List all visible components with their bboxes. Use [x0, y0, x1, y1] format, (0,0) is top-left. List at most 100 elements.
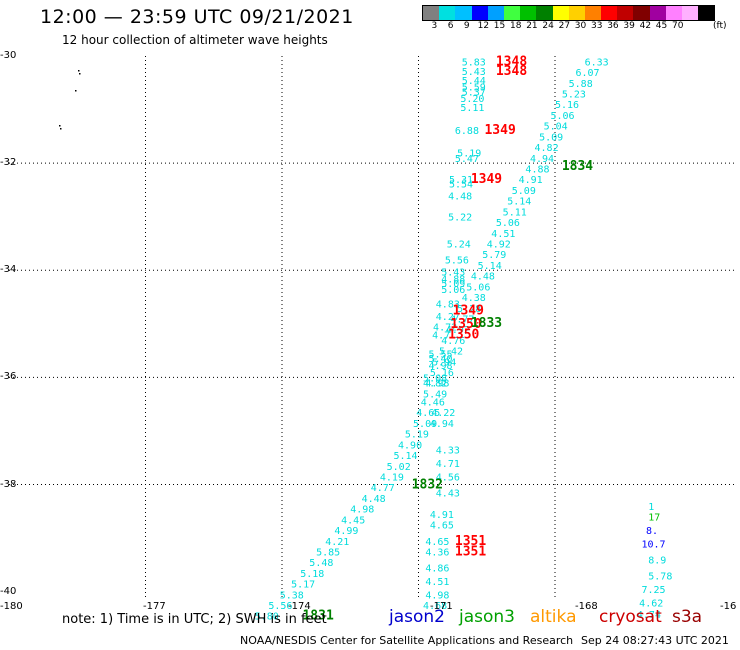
wave-height-value: 4.74: [637, 610, 661, 621]
wave-height-value: 5.16: [430, 368, 454, 379]
wave-height-value: 5.04: [544, 122, 568, 133]
pass-number: 1348: [496, 64, 527, 79]
longitude-label: -168: [575, 601, 598, 612]
wave-height-value: 4.46: [421, 397, 445, 408]
wave-height-value: 5.94: [432, 357, 456, 368]
wave-height-value: 4.65: [425, 537, 449, 548]
wave-height-value: 4.27: [436, 312, 460, 323]
color-scale-label: 3: [431, 21, 438, 31]
color-scale-label: 39: [623, 21, 635, 31]
wave-height-value: 5.38: [280, 590, 304, 601]
pass-number: 1350: [448, 328, 479, 343]
wave-height-value: 8.9: [648, 556, 666, 567]
wave-height-value: 4.91: [430, 510, 454, 521]
wave-height-value: 4.72: [433, 323, 457, 334]
wave-height-value: 4.91: [519, 175, 543, 186]
wave-height-value: 4.45: [341, 515, 365, 526]
wave-height-value: 4.94: [530, 154, 554, 165]
map-title: 12:00 — 23:59 UTC 09/21/2021: [40, 6, 354, 28]
wave-height-value: 5.22: [448, 213, 472, 224]
wave-height-value: 6.33: [585, 57, 609, 68]
color-scale-label: 18: [510, 21, 522, 31]
color-swatch: [520, 6, 537, 20]
pass-number: 1349: [484, 123, 515, 138]
wave-height-value: 5.43: [441, 267, 465, 278]
wave-height-value: 5.44: [462, 76, 486, 87]
color-scale-unit: (ft): [713, 21, 727, 31]
wave-height-value: 4.38: [462, 293, 486, 304]
longitude-label: -174: [288, 601, 311, 612]
color-scale-label: 33: [591, 21, 603, 31]
color-swatch: [601, 6, 618, 20]
wave-height-value: 5.56: [445, 256, 469, 267]
latitude-label: -32: [0, 157, 17, 169]
wave-height-value: 5.18: [300, 569, 324, 580]
wave-height-value: 5.88: [569, 79, 593, 90]
pass-number: 1351: [455, 534, 486, 549]
legend-cryosat: cryosat: [599, 607, 662, 627]
island-mark: [60, 128, 62, 130]
credit-text: NOAA/NESDIS Center for Satellite Applica…: [240, 634, 574, 647]
color-swatch: [633, 6, 650, 20]
latitude-label: -40: [0, 585, 17, 597]
island-mark: [79, 73, 81, 75]
wave-height-value: 4.76: [441, 336, 465, 347]
wave-height-value: 4.98: [425, 379, 449, 390]
wave-height-value: 4.77: [450, 314, 474, 325]
wave-height-value: 5.11: [460, 103, 484, 114]
wave-height-value: 5.19: [405, 430, 429, 441]
color-swatch: [439, 6, 456, 20]
color-scale-label: 6: [447, 21, 454, 31]
latitude-label: -34: [0, 264, 17, 276]
wave-height-value: 5.09: [413, 419, 437, 430]
legend-s3a: s3a: [672, 607, 703, 627]
color-swatch: [698, 6, 715, 20]
wave-height-value: 5.14: [478, 261, 502, 272]
color-scale-label: 30: [574, 21, 587, 31]
color-swatch: [423, 6, 440, 20]
wave-height-value: 4.51: [491, 229, 515, 240]
color-scale-label: 9: [463, 21, 470, 31]
wave-height-value: 4.88: [525, 164, 549, 175]
wave-height-value: 5.06: [466, 282, 490, 293]
wave-height-value: 5.83: [462, 57, 486, 68]
longitude-label: -180: [0, 601, 23, 612]
island-mark: [78, 70, 80, 72]
wave-height-value: 8.: [646, 526, 658, 537]
color-scale-label: 15: [493, 21, 506, 31]
color-scale-label: 42: [639, 21, 652, 31]
wave-height-value: 5.14: [393, 451, 417, 462]
wave-height-value: 4.83: [436, 299, 460, 310]
color-scale-label: 21: [526, 21, 538, 31]
color-scale-bar: [422, 5, 716, 21]
wave-height-value: 5.09: [539, 132, 563, 143]
wave-height-value: 5.11: [503, 207, 527, 218]
wave-height-value: 4.94: [430, 419, 454, 430]
pass-number: 1351: [455, 544, 486, 559]
color-swatch: [617, 6, 634, 20]
wave-height-value: 4.65: [430, 521, 454, 532]
wave-height-value: 5.24: [447, 239, 471, 250]
color-scale-label: 70: [672, 21, 684, 31]
pass-number: 1832: [412, 478, 443, 493]
wave-height-value: 4.7: [432, 331, 450, 342]
color-swatch: [487, 6, 504, 20]
wave-height-value: 5.09: [512, 186, 536, 197]
color-swatch: [552, 6, 569, 20]
wave-height-value: 5.43: [462, 67, 486, 78]
color-scale-label: 27: [558, 21, 571, 31]
wave-height-value: 5.85: [316, 547, 340, 558]
wave-height-value: 4.36: [425, 547, 449, 558]
wave-height-value: 7.25: [641, 585, 665, 596]
wave-height-value: 4.65: [416, 408, 440, 419]
wave-height-value: 5.78: [648, 572, 672, 583]
wave-height-value: 5.56: [268, 601, 292, 612]
latitude-label: -36: [0, 371, 17, 383]
wave-height-value: 5.08: [423, 373, 447, 384]
wave-height-value: 5.37: [462, 87, 486, 98]
color-swatch: [665, 6, 682, 20]
wave-height-value: 5.31: [449, 175, 473, 186]
pass-number: 1349: [453, 303, 484, 318]
wave-height-value: 5.19: [457, 148, 481, 159]
pass-number: 1350: [450, 317, 481, 332]
